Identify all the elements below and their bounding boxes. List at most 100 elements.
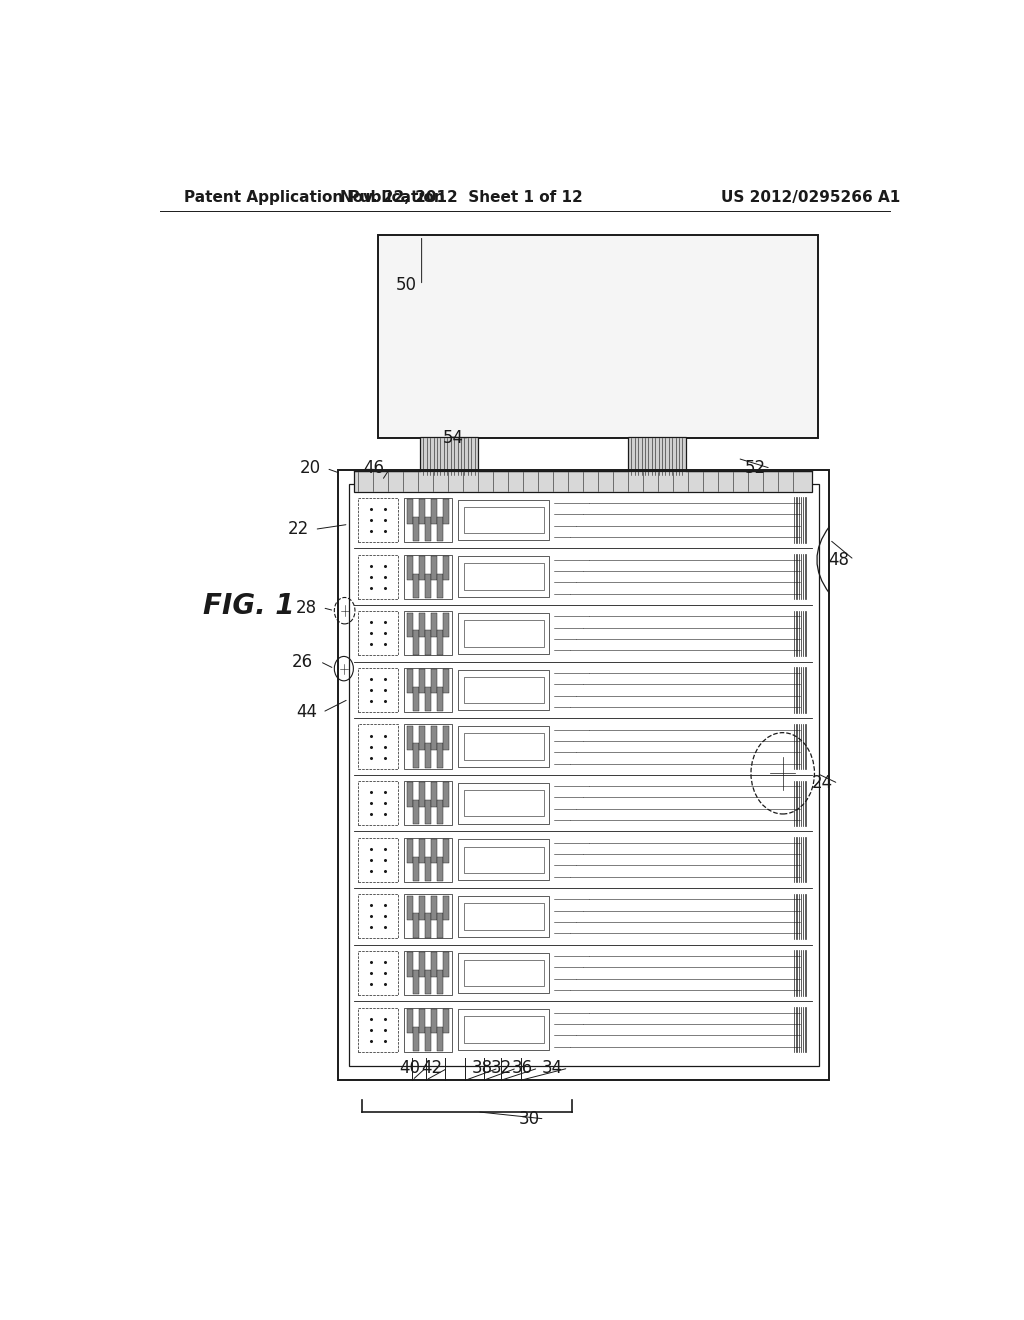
Text: 52: 52 <box>744 459 766 478</box>
Bar <box>404 668 452 711</box>
Bar <box>404 725 452 768</box>
Bar <box>458 556 550 597</box>
Text: 50: 50 <box>395 276 417 294</box>
Bar <box>378 235 818 438</box>
Bar <box>408 952 413 977</box>
Bar <box>437 913 442 937</box>
Bar <box>464 846 544 873</box>
Bar <box>414 800 419 825</box>
Bar <box>437 857 442 880</box>
Bar <box>425 913 431 937</box>
Bar <box>437 574 442 598</box>
Text: 30: 30 <box>518 1110 540 1127</box>
Text: FIG. 1: FIG. 1 <box>204 591 295 619</box>
Bar <box>437 686 442 711</box>
Bar <box>419 669 425 693</box>
Text: 20: 20 <box>300 459 322 478</box>
Bar <box>425 857 431 880</box>
Bar <box>431 1008 437 1034</box>
Bar <box>358 1007 397 1052</box>
Bar <box>419 896 425 920</box>
Bar <box>419 783 425 807</box>
Bar <box>358 668 397 711</box>
Bar <box>419 612 425 636</box>
Bar <box>437 517 442 541</box>
Bar <box>358 725 397 768</box>
Bar <box>431 499 437 524</box>
Bar <box>419 1008 425 1034</box>
Bar <box>404 554 452 599</box>
Bar <box>464 507 544 533</box>
Text: 42: 42 <box>422 1059 442 1077</box>
Bar <box>443 1008 449 1034</box>
Bar <box>404 1007 452 1052</box>
Bar <box>431 896 437 920</box>
Bar <box>458 612 550 653</box>
Bar <box>628 437 686 475</box>
Bar <box>425 800 431 825</box>
Text: 46: 46 <box>364 459 385 478</box>
Bar <box>358 838 397 882</box>
Bar <box>414 574 419 598</box>
Bar <box>458 669 550 710</box>
Text: 40: 40 <box>399 1059 420 1077</box>
Bar <box>464 734 544 760</box>
Bar <box>425 743 431 768</box>
Bar <box>437 1027 442 1051</box>
Bar <box>419 556 425 581</box>
Bar <box>408 499 413 524</box>
Bar <box>419 952 425 977</box>
Bar <box>443 499 449 524</box>
Bar <box>425 686 431 711</box>
Bar <box>443 896 449 920</box>
Bar <box>404 895 452 939</box>
Bar <box>464 1016 544 1043</box>
Bar <box>437 970 442 994</box>
Bar <box>431 612 437 636</box>
Bar <box>354 471 812 492</box>
Bar <box>431 952 437 977</box>
Text: 54: 54 <box>442 429 464 447</box>
Text: 32: 32 <box>490 1059 512 1077</box>
Bar <box>358 554 397 599</box>
Bar <box>431 556 437 581</box>
Bar <box>419 499 425 524</box>
Bar <box>443 840 449 863</box>
Bar <box>414 970 419 994</box>
Bar <box>404 498 452 543</box>
Bar <box>464 903 544 929</box>
Bar <box>419 726 425 750</box>
Text: US 2012/0295266 A1: US 2012/0295266 A1 <box>721 190 900 205</box>
Bar <box>358 498 397 543</box>
Bar <box>414 517 419 541</box>
Bar <box>414 913 419 937</box>
Bar <box>358 781 397 825</box>
Bar <box>338 470 828 1080</box>
Bar <box>358 950 397 995</box>
Bar <box>437 800 442 825</box>
Bar <box>464 789 544 816</box>
Bar <box>408 726 413 750</box>
Text: Patent Application Publication: Patent Application Publication <box>183 190 444 205</box>
Text: Nov. 22, 2012  Sheet 1 of 12: Nov. 22, 2012 Sheet 1 of 12 <box>340 190 583 205</box>
Bar <box>404 950 452 995</box>
Bar <box>408 669 413 693</box>
Bar <box>458 500 550 540</box>
Bar <box>431 783 437 807</box>
Bar <box>404 611 452 656</box>
Bar <box>431 726 437 750</box>
Bar <box>464 960 544 986</box>
Text: 26: 26 <box>292 652 313 671</box>
Bar <box>414 686 419 711</box>
Bar <box>437 630 442 655</box>
Bar <box>458 783 550 824</box>
Bar <box>431 669 437 693</box>
Bar <box>464 564 544 590</box>
Bar <box>443 783 449 807</box>
Bar <box>408 896 413 920</box>
Bar <box>408 612 413 636</box>
Bar <box>443 669 449 693</box>
Bar <box>431 840 437 863</box>
Bar <box>414 743 419 768</box>
Bar <box>464 620 544 647</box>
